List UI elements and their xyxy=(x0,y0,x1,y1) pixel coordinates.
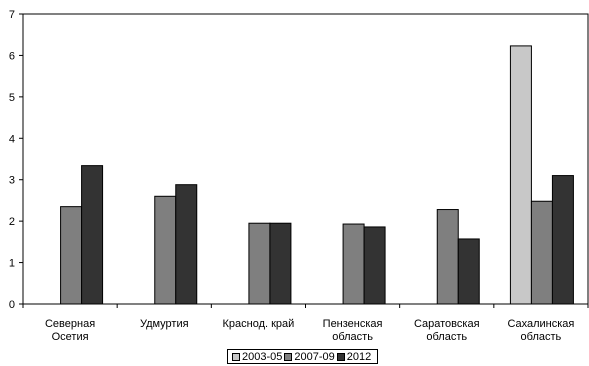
legend-label: 2012 xyxy=(346,350,372,363)
legend-swatch xyxy=(232,352,240,361)
bar-2007-09-3 xyxy=(342,223,365,305)
y-tick-label: 3 xyxy=(9,175,15,187)
legend-label: 2007-09 xyxy=(294,350,335,363)
y-tick-label: 6 xyxy=(9,50,15,62)
bars xyxy=(60,45,574,305)
bar-2012-4 xyxy=(457,238,480,305)
bar-2007-09-1 xyxy=(154,195,177,305)
x-category-label: Удмуртия xyxy=(140,318,189,330)
y-tick-label: 4 xyxy=(9,133,15,145)
x-category-label: Северная xyxy=(45,318,95,330)
x-category-label: Пензенская xyxy=(323,318,383,330)
bar-2012-3 xyxy=(363,226,386,305)
bar-2007-09-0 xyxy=(60,206,83,305)
x-category-label: Саратовская xyxy=(414,318,480,330)
axes xyxy=(19,13,589,308)
y-tick-label: 1 xyxy=(9,258,15,270)
bar-2012-0 xyxy=(81,165,104,305)
legend-swatch xyxy=(284,352,293,361)
y-tick-label: 0 xyxy=(9,299,15,311)
x-category-label: Сахалинская xyxy=(507,318,574,330)
x-category-label: область xyxy=(332,331,373,343)
y-tick-label: 5 xyxy=(9,92,15,104)
y-tick-label: 2 xyxy=(9,216,15,228)
x-category-label: область xyxy=(426,331,467,343)
y-tick-label: 7 xyxy=(9,9,15,21)
legend-item: 2007-09 xyxy=(284,350,335,363)
bar-2003-05-5 xyxy=(509,45,532,305)
bar-2007-09-4 xyxy=(436,209,459,305)
bar-2007-09-2 xyxy=(248,222,271,305)
x-category-label: область xyxy=(521,331,562,343)
legend-label: 2003-05 xyxy=(242,350,283,363)
bar-2012-2 xyxy=(269,222,292,305)
legend-item: 2003-05 xyxy=(232,351,282,363)
x-category-label: Краснод. край xyxy=(223,318,295,330)
legend-swatch xyxy=(336,352,345,361)
bar-2012-1 xyxy=(175,184,198,305)
x-category-label: Осетия xyxy=(52,331,89,343)
legend-item: 2012 xyxy=(336,350,372,363)
plot-frame xyxy=(22,13,589,305)
bar-2007-09-5 xyxy=(530,200,553,305)
bar-2012-5 xyxy=(551,175,574,305)
legend: 2003-05 2007-09 2012 xyxy=(227,349,379,364)
